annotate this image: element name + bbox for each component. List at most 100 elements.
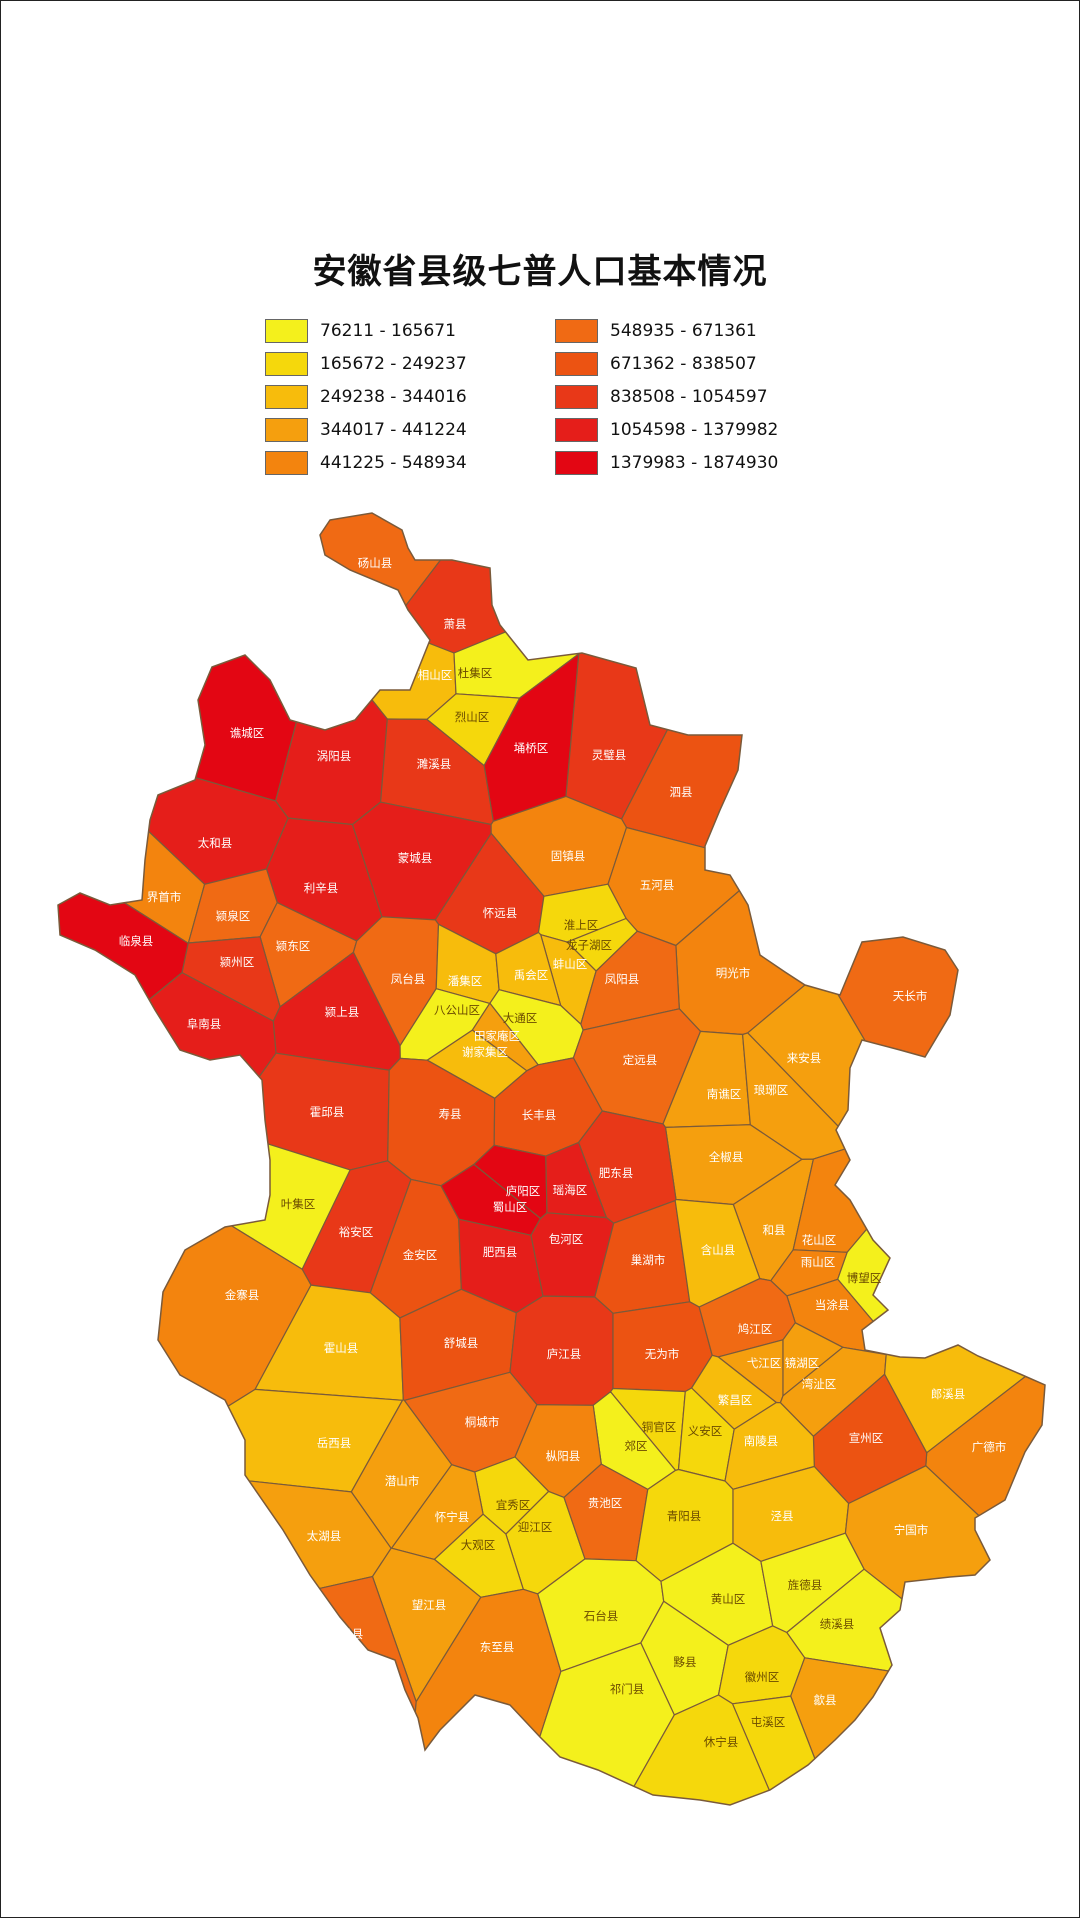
legend-swatch [555,451,598,475]
region-label: 怀宁县 [435,1510,470,1524]
region-label: 烈山区 [455,710,490,724]
region-label: 琅琊区 [754,1083,789,1097]
region-label: 颍东区 [276,939,311,953]
region-label: 定远县 [623,1053,658,1067]
legend-label: 249238 - 344016 [320,387,467,407]
legend-label: 548935 - 671361 [610,321,757,341]
region-label: 霍邱县 [310,1105,345,1119]
region-label: 全椒县 [709,1150,744,1164]
legend-label: 76211 - 165671 [320,321,456,341]
region-label: 相山区 [418,668,453,682]
legend-swatch [555,418,598,442]
region-label: 休宁县 [704,1735,739,1749]
region-label: 砀山县 [358,556,393,570]
region-label: 凤台县 [391,972,426,986]
region-label: 庐江县 [547,1347,582,1361]
legend-label: 671362 - 838507 [610,354,757,374]
region-label: 埇桥区 [514,741,549,755]
legend-swatch [265,451,308,475]
province-outline [57,512,1046,1806]
region-label: 颍上县 [325,1005,360,1019]
region-label: 杜集区 [458,666,493,680]
region-label: 弋江区 [747,1356,782,1370]
region-label: 金安区 [403,1248,438,1262]
region-label: 阜南县 [187,1017,222,1031]
region-label: 利辛县 [304,881,339,895]
region-label: 萧县 [444,617,467,631]
region-label: 太和县 [198,836,233,850]
region-label: 湾沚区 [802,1377,837,1391]
region-南陵县 [724,1401,815,1490]
region-label: 黟县 [674,1655,697,1669]
region-label: 泾县 [771,1509,794,1523]
region-label: 固镇县 [551,849,586,863]
region-label: 义安区 [688,1424,723,1438]
region-label: 黄山区 [711,1592,746,1606]
region-label: 叶集区 [281,1197,316,1211]
region-label: 屯溪区 [751,1715,786,1729]
region-label: 旌德县 [788,1578,823,1592]
region-label: 包河区 [549,1232,584,1246]
region-label: 裕安区 [339,1225,374,1239]
legend-swatch [555,385,598,409]
region-label: 泗县 [670,785,693,799]
region-label: 淮上区 [564,918,599,932]
region-label: 长丰县 [522,1108,557,1122]
region-label: 大通区 [503,1011,538,1025]
region-label: 宁国市 [894,1523,929,1537]
region-label: 铜官区 [642,1420,677,1434]
region-label: 龙子湖区 [566,938,612,952]
region-label: 枞阳县 [546,1449,581,1463]
region-label: 绩溪县 [820,1617,855,1631]
region-label: 宿松县 [329,1627,364,1641]
region-label: 五河县 [640,878,675,892]
region-label: 迎江区 [518,1520,553,1534]
region-label: 颍泉区 [216,909,251,923]
region-label: 南谯区 [707,1087,742,1101]
region-label: 南陵县 [744,1434,779,1448]
region-label: 八公山区 [434,1003,480,1017]
legend-label: 1054598 - 1379982 [610,420,779,440]
legend-swatch [265,385,308,409]
region-label: 太湖县 [307,1529,342,1543]
region-label: 歙县 [814,1693,837,1707]
region-label: 田家庵区 [474,1029,520,1043]
region-label: 繁昌区 [718,1393,753,1407]
region-label: 潘集区 [448,974,483,988]
legend-label: 1379983 - 1874930 [610,453,779,473]
region-label: 界首市 [147,890,182,904]
region-label: 凤阳县 [605,972,640,986]
region-label: 博望区 [847,1271,882,1285]
region-霍邱县 [221,1052,390,1171]
region-label: 明光市 [716,966,751,980]
region-label: 鸠江区 [738,1322,773,1336]
legend-swatch [265,418,308,442]
region-label: 潜山市 [385,1474,420,1488]
region-label: 涡阳县 [317,749,352,763]
region-label: 岳西县 [317,1436,352,1450]
region-label: 谢家集区 [462,1045,508,1059]
region-谯城区 [58,513,316,802]
region-label: 广德市 [972,1440,1007,1454]
legend-swatch [265,352,308,376]
region-label: 贵池区 [588,1496,623,1510]
legend-label: 344017 - 441224 [320,420,467,440]
region-label: 天长市 [893,989,928,1003]
region-label: 徽州区 [745,1670,780,1684]
region-label: 颍州区 [220,955,255,969]
region-label: 谯城区 [230,726,265,740]
region-包河区 [530,1212,615,1298]
region-label: 青阳县 [667,1509,702,1523]
region-label: 和县 [763,1223,786,1237]
region-label: 桐城市 [465,1415,500,1429]
region-label: 寿县 [439,1107,462,1121]
region-label: 肥东县 [599,1166,634,1180]
region-label: 含山县 [701,1243,736,1257]
region-label: 望江县 [412,1598,447,1612]
region-涡阳县 [275,650,388,826]
region-label: 蒙城县 [398,851,433,865]
region-label: 禹会区 [514,968,549,982]
region-泗县 [620,513,1045,866]
region-label: 祁门县 [610,1682,645,1696]
